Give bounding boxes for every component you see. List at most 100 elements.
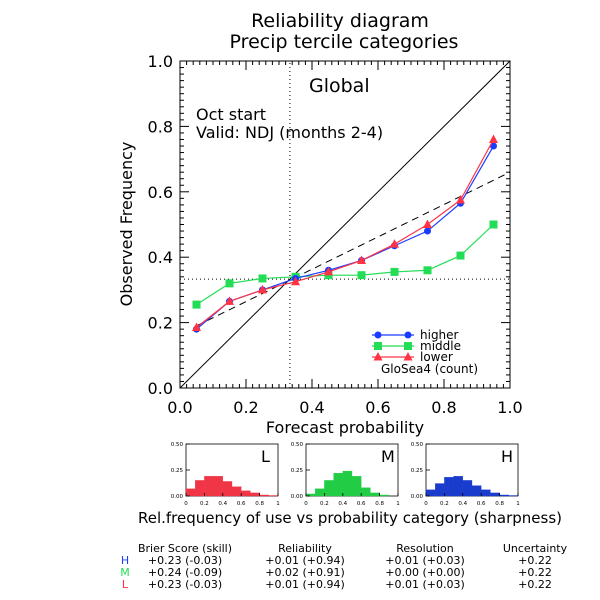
score-cell: +0.23 (-0.03) (148, 554, 222, 567)
histogram-bar (481, 489, 491, 497)
histogram-y-tick-label: 0.00 (291, 494, 304, 500)
score-cell: +0.01 (+0.94) (265, 578, 345, 591)
histogram-y-tick-label: 0.50 (291, 442, 304, 448)
y-tick-label: 1.0 (148, 52, 173, 71)
data-point-lower (258, 284, 267, 294)
histogram-bar (370, 492, 380, 497)
x-axis-label: Forecast probability (266, 418, 424, 437)
data-point-middle (357, 271, 366, 280)
histogram-bar (351, 476, 362, 497)
data-point-higher (490, 142, 497, 150)
x-tick-label: 0.0 (167, 398, 192, 417)
series-line-lower (196, 139, 495, 328)
histogram-bar (250, 492, 260, 497)
data-point-middle (423, 266, 432, 275)
data-point-middle (489, 220, 498, 229)
histogram-y-tick-label: 0.00 (171, 494, 184, 500)
data-point-lower (324, 266, 333, 276)
histogram-bar (508, 495, 519, 497)
score-header: Brier Score (skill) (138, 542, 232, 555)
histogram-y-tick-label: 0.25 (411, 468, 424, 474)
legend-label-lower: lower (420, 350, 453, 364)
histogram-bar (268, 495, 279, 497)
dashed-skill-line (196, 171, 511, 327)
histogram-x-tick-label: 1 (516, 501, 520, 507)
legend-marker-higher (374, 331, 382, 339)
histogram-bar (333, 472, 343, 497)
score-cell: +0.23 (-0.03) (148, 578, 222, 591)
histogram-bar (471, 485, 482, 497)
data-point-lower (192, 322, 201, 332)
score-row-label: L (122, 578, 129, 591)
histogram-x-tick-label: 0.4 (338, 501, 347, 507)
chart-subtitle: Precip tercile categories (230, 31, 459, 53)
histogram-category-label: L (261, 447, 270, 466)
histogram-middle: 0.00 0.25 0.50 0 0.2 0.4 0.6 0.8 1 M (291, 442, 400, 507)
score-cell: +0.24 (-0.09) (148, 566, 222, 579)
score-row-label: H (121, 554, 129, 567)
valid-annotation: Valid: NDJ (months 2-4) (196, 123, 383, 142)
series-line-higher (196, 145, 495, 330)
y-tick-label: 0.6 (148, 183, 173, 202)
histogram-bar (231, 486, 242, 497)
histogram-bar (462, 480, 473, 497)
histogram-bar (453, 476, 463, 497)
y-axis-label: Observed Frequency (117, 142, 136, 307)
histogram-bar (499, 494, 509, 497)
region-label: Global (309, 75, 370, 97)
x-tick-label: 1.0 (497, 398, 522, 417)
histogram-bar (315, 488, 325, 497)
histogram-bar (241, 490, 251, 497)
chart-title: Reliability diagram (251, 10, 429, 32)
histogram-y-tick-label: 0.25 (171, 468, 184, 474)
score-cell: +0.22 (518, 578, 552, 591)
histogram-x-tick-label: 0.8 (495, 501, 504, 507)
histogram-bar (195, 480, 205, 497)
score-header: Reliability (278, 542, 332, 555)
histogram-x-tick-label: 1 (396, 501, 400, 507)
data-point-middle (258, 274, 267, 283)
histogram-x-tick-label: 0.8 (255, 501, 264, 507)
score-cell: +0.01 (+0.03) (385, 578, 465, 591)
score-cell: +0.01 (+0.94) (265, 554, 345, 567)
legend-marker-middle (404, 342, 412, 350)
data-point-higher (424, 227, 431, 235)
histogram-x-tick-label: 0.6 (237, 501, 246, 507)
histogram-x-tick-label: 0 (184, 501, 188, 507)
data-point-lower (456, 194, 465, 204)
data-point-lower (291, 276, 300, 286)
histogram-category-label: H (501, 447, 513, 466)
histogram-bar (324, 480, 334, 497)
score-header: Uncertainty (503, 542, 568, 555)
data-point-middle (390, 267, 399, 276)
data-point-lower (390, 239, 399, 248)
histogram-x-tick-label: 0.6 (477, 501, 486, 507)
histogram-x-tick-label: 0.2 (320, 501, 329, 507)
histogram-y-tick-label: 0.50 (411, 442, 424, 448)
data-point-middle (456, 251, 465, 260)
legend-marker-middle (374, 342, 382, 350)
score-row-label: M (120, 566, 130, 579)
legend-label-higher: higher (420, 328, 459, 342)
histogram-x-tick-label: 0.4 (458, 501, 467, 507)
histogram-bar (185, 488, 196, 497)
score-table: Brier Score (skill) Reliability Resolution… (120, 542, 567, 591)
histogram-bar (222, 481, 233, 497)
score-cell: +0.00 (+0.00) (385, 566, 465, 579)
legend-label-middle: middle (420, 339, 461, 353)
data-point-lower (423, 219, 432, 228)
histogram-bar (361, 487, 371, 497)
sharpness-caption: Rel.frequency of use vs probability cate… (138, 509, 562, 527)
histogram-y-tick-label: 0.00 (411, 494, 424, 500)
histogram-bar (204, 476, 214, 497)
score-cell: +0.22 (518, 566, 552, 579)
histogram-x-tick-label: 0 (304, 501, 308, 507)
main-series-group (192, 134, 498, 333)
histogram-lower: 0.00 0.25 0.50 0 0.2 0.4 0.6 0.8 1 L (171, 442, 280, 507)
histogram-bar (425, 489, 436, 497)
histogram-y-tick-label: 0.50 (171, 442, 184, 448)
data-point-lower (357, 255, 366, 264)
histogram-x-tick-label: 0.2 (440, 501, 449, 507)
